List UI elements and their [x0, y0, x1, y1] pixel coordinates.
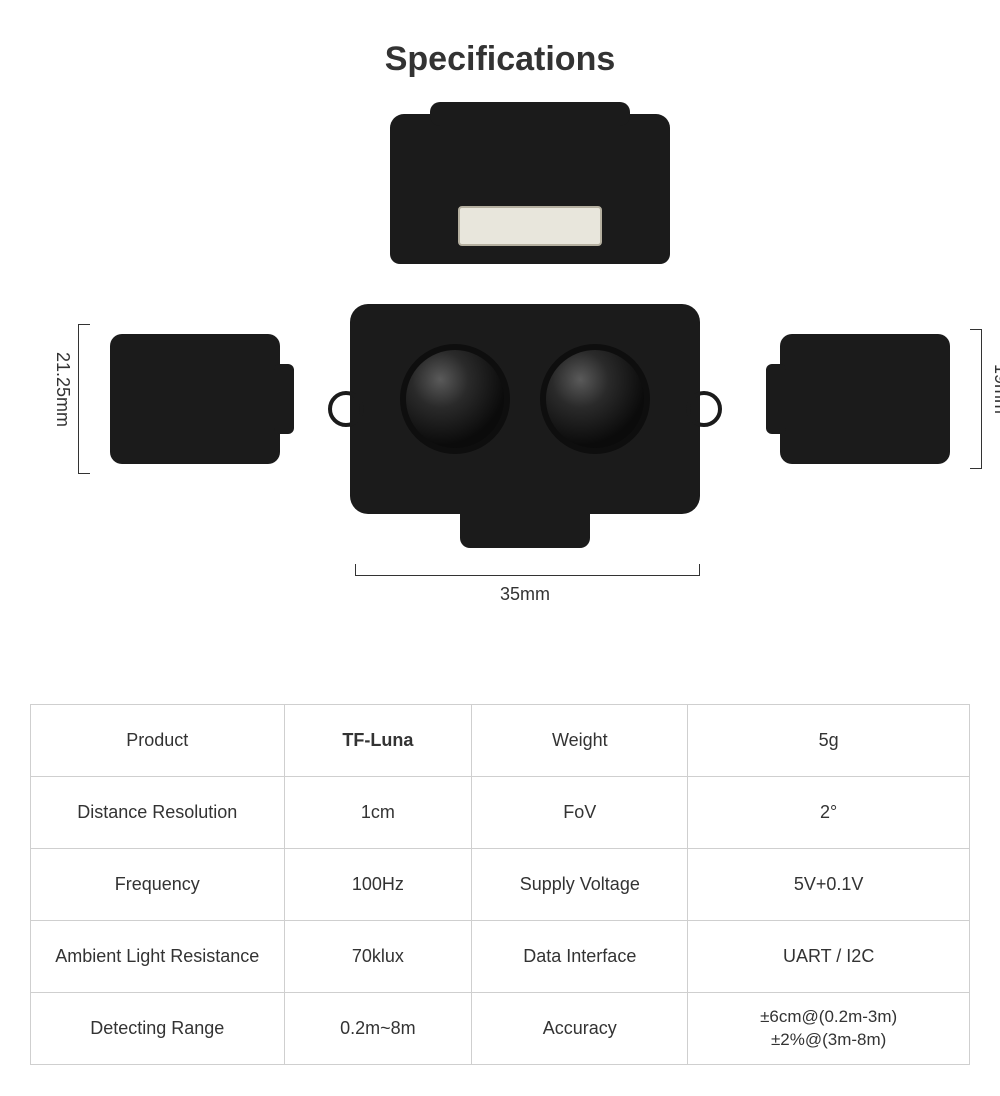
table-cell: 1cm [284, 777, 472, 849]
dimension-bracket-right [970, 329, 982, 469]
table-cell: UART / I2C [688, 921, 970, 993]
table-cell: Data Interface [472, 921, 688, 993]
table-cell: 70klux [284, 921, 472, 993]
table-cell: Weight [472, 705, 688, 777]
product-right-view [780, 334, 950, 464]
table-row: Detecting Range0.2m~8mAccuracy±6cm@(0.2m… [31, 993, 970, 1065]
table-cell: 5V+0.1V [688, 849, 970, 921]
table-cell: Distance Resolution [31, 777, 285, 849]
table-cell: ±6cm@(0.2m-3m)±2%@(3m-8m) [688, 993, 970, 1065]
table-cell: Detecting Range [31, 993, 285, 1065]
table-cell: Product [31, 705, 285, 777]
table-cell: 100Hz [284, 849, 472, 921]
dimension-label-bottom: 35mm [500, 584, 550, 605]
page-title: Specifications [30, 40, 970, 79]
table-cell: Frequency [31, 849, 285, 921]
product-diagram: 21.25mm 19mm 35mm [30, 114, 970, 674]
dimension-bracket-bottom [355, 564, 700, 576]
spec-table: ProductTF-LunaWeight5gDistance Resolutio… [30, 704, 970, 1065]
lens-icon [400, 344, 510, 454]
product-front-view [350, 304, 700, 514]
table-row: Frequency100HzSupply Voltage5V+0.1V [31, 849, 970, 921]
table-row: Distance Resolution1cmFoV2° [31, 777, 970, 849]
table-cell: 2° [688, 777, 970, 849]
table-cell: FoV [472, 777, 688, 849]
table-cell: Accuracy [472, 993, 688, 1065]
product-top-view [390, 114, 670, 264]
product-left-view [110, 334, 280, 464]
lens-icon [540, 344, 650, 454]
table-cell: 5g [688, 705, 970, 777]
dimension-label-left: 21.25mm [52, 352, 73, 427]
table-cell: Ambient Light Resistance [31, 921, 285, 993]
table-cell: Supply Voltage [472, 849, 688, 921]
table-cell: TF-Luna [284, 705, 472, 777]
dimension-label-right: 19mm [990, 364, 1000, 414]
dimension-bracket-left [78, 324, 90, 474]
table-row: Ambient Light Resistance70kluxData Inter… [31, 921, 970, 993]
table-row: ProductTF-LunaWeight5g [31, 705, 970, 777]
table-cell: 0.2m~8m [284, 993, 472, 1065]
